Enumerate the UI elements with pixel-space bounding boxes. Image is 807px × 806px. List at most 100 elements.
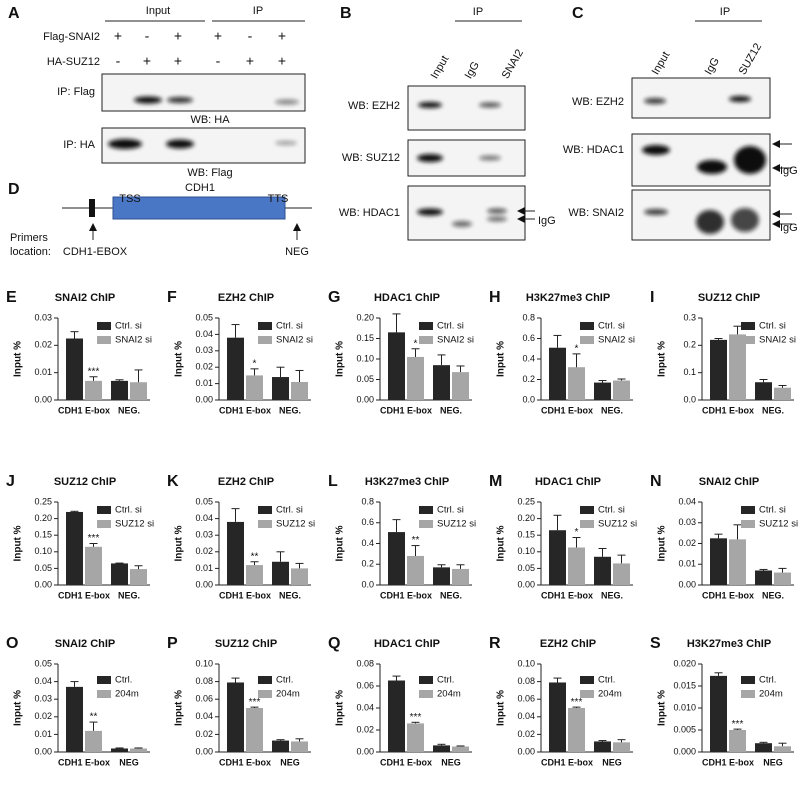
legend-swatch: [419, 520, 433, 528]
legend-label: SNAI2 si: [437, 335, 474, 346]
legend-label: Ctrl. si: [437, 505, 464, 516]
band: [108, 139, 142, 149]
x-tick-label: NEG.: [601, 590, 623, 600]
y-tick-label: 0.02: [195, 729, 213, 739]
legend-swatch: [258, 520, 272, 528]
y-tick-label: 0.0: [361, 579, 374, 589]
bar: [549, 682, 566, 752]
band: [642, 145, 670, 155]
band: [417, 154, 443, 162]
sign: -: [116, 53, 121, 69]
lane-label: IgG: [703, 56, 722, 77]
chart-title: EZH2 ChIP: [218, 292, 274, 304]
x-tick-label: CDH1 E-box: [702, 590, 754, 600]
x-tick-label: NEG: [119, 757, 139, 767]
legend-swatch: [419, 506, 433, 514]
legend-label: Ctrl. si: [759, 505, 786, 516]
band: [487, 208, 507, 214]
y-tick-label: 0.00: [356, 394, 374, 404]
x-tick-label: NEG.: [440, 405, 462, 415]
legend-swatch: [258, 690, 272, 698]
bar: [272, 377, 289, 400]
legend-label: 204m: [115, 689, 139, 700]
band: [734, 146, 766, 174]
y-tick-label: 0.05: [517, 563, 535, 573]
x-tick-label: CDH1 E-box: [702, 757, 754, 767]
y-tick-label: 0.10: [34, 546, 52, 556]
y-axis-label: Input %: [13, 690, 24, 726]
x-tick-label: NEG: [602, 757, 622, 767]
legend-swatch: [258, 322, 272, 330]
panel-label: N: [650, 473, 662, 490]
blot-label: WB: EZH2: [572, 96, 624, 108]
bar: [774, 746, 791, 752]
blot-label: WB: HDAC1: [339, 207, 400, 219]
bar: [594, 741, 611, 752]
bar: [246, 375, 263, 400]
legend-swatch: [97, 322, 111, 330]
y-tick-label: 0.20: [356, 312, 374, 322]
bar: [246, 708, 263, 752]
significance: *: [575, 527, 579, 538]
y-tick-label: 0.8: [522, 312, 535, 322]
legend-label: 204m: [759, 689, 783, 700]
blot-label: WB: EZH2: [348, 100, 400, 112]
y-tick-label: 0.01: [678, 559, 696, 569]
y-tick-label: 0.10: [195, 658, 213, 668]
panel-label: D: [8, 181, 20, 198]
band: [729, 96, 751, 102]
chart-title: HDAC1 ChIP: [535, 476, 601, 488]
y-tick-label: 0.01: [34, 729, 52, 739]
y-axis-label: Input %: [335, 690, 346, 726]
bar: [111, 380, 128, 400]
sign: -: [216, 53, 221, 69]
y-tick-label: 0.02: [195, 362, 213, 372]
y-tick-label: 0.10: [517, 658, 535, 668]
lane-label: Input: [650, 50, 673, 77]
primer-name: NEG: [285, 246, 309, 258]
tts-label: TTS: [268, 193, 289, 205]
sign: +: [278, 53, 286, 69]
sign: +: [278, 28, 286, 44]
y-tick-label: 0.8: [361, 496, 374, 506]
bar: [755, 382, 772, 400]
legend-swatch: [741, 506, 755, 514]
bar: [130, 569, 147, 585]
panel-label: B: [340, 5, 352, 22]
y-tick-label: 0.02: [356, 724, 374, 734]
band: [697, 160, 727, 174]
bar: [774, 572, 791, 585]
legend-swatch: [419, 690, 433, 698]
sign: +: [114, 28, 122, 44]
y-tick-label: 0.05: [356, 374, 374, 384]
legend-swatch: [258, 336, 272, 344]
y-tick-label: 0.05: [195, 312, 213, 322]
legend-swatch: [419, 336, 433, 344]
chart-title: SNAI2 ChIP: [55, 638, 116, 650]
wb-label: WB: Flag: [187, 167, 232, 179]
band: [452, 221, 472, 227]
bar: [388, 680, 405, 752]
bar: [729, 539, 746, 585]
y-tick-label: 0.08: [356, 658, 374, 668]
primer-name: CDH1-EBOX: [63, 246, 128, 258]
chart-title: EZH2 ChIP: [540, 638, 596, 650]
y-tick-label: 0.03: [34, 694, 52, 704]
blot-label: IP: Flag: [57, 86, 95, 98]
blot-label: WB: SUZ12: [342, 152, 400, 164]
bar: [433, 567, 450, 585]
legend-label: SUZ12 si: [115, 519, 154, 530]
y-axis-label: Input %: [174, 525, 185, 561]
x-tick-label: CDH1 E-box: [380, 757, 432, 767]
y-tick-label: 0.06: [356, 680, 374, 690]
significance: ***: [249, 697, 261, 708]
legend-swatch: [741, 690, 755, 698]
y-tick-label: 0.010: [673, 702, 696, 712]
y-tick-label: 0.01: [195, 563, 213, 573]
y-tick-label: 0.00: [517, 579, 535, 589]
y-axis-label: Input %: [657, 525, 668, 561]
y-axis-label: Input %: [13, 341, 24, 377]
panel-label: A: [8, 5, 20, 22]
band: [166, 139, 194, 149]
y-tick-label: 0.05: [34, 563, 52, 573]
